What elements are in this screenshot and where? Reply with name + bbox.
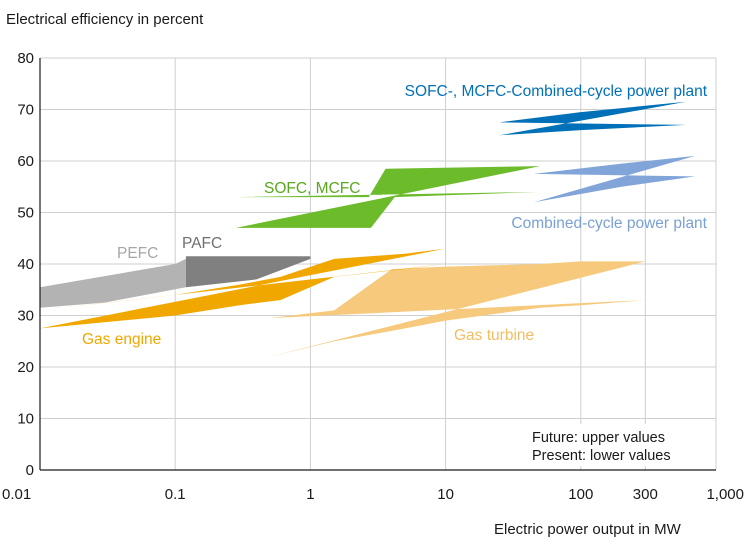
label-sofc-mcfc-combined-cycle: SOFC-, MCFC-Combined-cycle power plant <box>405 83 708 100</box>
y-tick-label: 70 <box>17 102 34 119</box>
label-combined-cycle: Combined-cycle power plant <box>511 215 707 232</box>
label-pafc: PAFC <box>182 235 222 252</box>
y-tick-label: 20 <box>17 359 34 376</box>
area-sofc-mcfc-combined-cycle-power-plant <box>499 101 686 136</box>
y-tick-label: 0 <box>26 462 34 479</box>
label-pefc: PEFC <box>117 245 158 262</box>
y-tick-label: 50 <box>17 205 34 222</box>
y-tick-labels: 0 10 20 30 40 50 60 70 80 <box>17 50 34 479</box>
area-combined-cycle-power-plant <box>533 155 696 203</box>
area-sofc-mcfc <box>235 166 541 228</box>
x-tick-label: 0.1 <box>165 486 186 503</box>
annotation-future: Future: upper values <box>532 430 665 446</box>
y-tick-label: 30 <box>17 308 34 325</box>
x-tick-label: 10 <box>437 486 454 503</box>
y-tick-label: 60 <box>17 153 34 170</box>
x-tick-labels: 0.01 0.1 1 10 100 300 1,000 <box>2 486 744 503</box>
area-pefc <box>40 258 186 308</box>
y-tick-label: 80 <box>17 50 34 67</box>
label-sofc-mcfc: SOFC, MCFC <box>264 180 360 197</box>
y-axis-title: Electrical efficiency in percent <box>6 11 204 28</box>
x-tick-label: 100 <box>568 486 593 503</box>
x-axis-title: Electric power output in MW <box>494 521 682 538</box>
x-tick-label: 0.01 <box>2 486 31 503</box>
area-pafc <box>185 256 311 288</box>
annotation-present: Present: lower values <box>532 448 671 464</box>
y-tick-label: 10 <box>17 411 34 428</box>
area-gas-turbine <box>269 261 646 357</box>
area-gas-engine <box>40 248 446 329</box>
label-gas-engine: Gas engine <box>82 331 161 348</box>
x-tick-label: 300 <box>633 486 658 503</box>
x-tick-label: 1,000 <box>706 486 744 503</box>
annotation-box: Future: upper values Present: lower valu… <box>526 424 694 466</box>
label-gas-turbine: Gas turbine <box>454 327 534 344</box>
y-tick-label: 40 <box>17 256 34 273</box>
x-tick-label: 1 <box>306 486 314 503</box>
series-areas <box>40 101 696 357</box>
